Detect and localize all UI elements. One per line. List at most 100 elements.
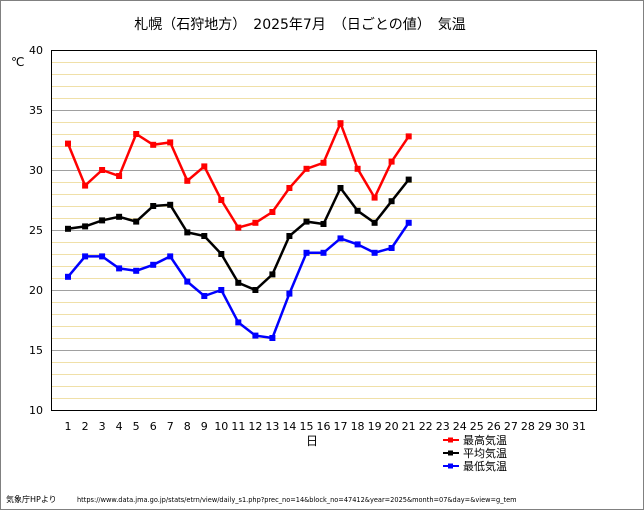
data-point [82,223,89,230]
x-tick-label: 28 [521,420,535,433]
plot-area [51,50,597,411]
chart-title: 札幌（石狩地方） 2025年7月 （日ごとの値） 気温 [134,17,465,33]
data-point [252,219,259,226]
data-point [201,293,208,299]
x-tick-label: 21 [402,420,416,433]
data-point [116,213,123,220]
legend-label: 最高気温 [463,433,507,447]
x-tick-label: 2 [82,420,89,433]
data-point [320,159,327,166]
x-tick-label: 26 [487,420,501,433]
x-tick-label: 23 [436,420,450,433]
x-tick-label: 13 [265,420,279,433]
data-point [286,290,293,297]
x-tick-label: 12 [248,420,262,433]
data-point [286,185,293,191]
legend-marker [448,463,453,469]
x-tick-label: 25 [470,420,484,433]
data-point [65,140,71,147]
y-tick-label: 25 [29,224,43,237]
series-group [65,176,412,293]
data-point [184,229,191,236]
data-point [201,163,208,170]
data-point [133,218,140,225]
series-group [65,119,412,231]
data-point [235,279,242,286]
legend-label: 最低気温 [463,459,507,473]
x-tick-label: 14 [282,420,296,433]
x-tick-label: 18 [351,420,365,433]
data-point [82,253,89,260]
x-tick-label: 10 [214,420,228,433]
data-point [337,120,344,127]
data-point [99,217,106,224]
data-point [235,319,242,326]
legend-marker [448,437,453,443]
legend-marker [448,450,453,456]
data-point [371,194,378,201]
footer-url-text[interactable]: https://www.data.jma.go.jp/stats/etrn/vi… [77,496,517,504]
x-tick-label: 9 [201,420,208,433]
data-point [354,241,361,248]
data-point [99,167,106,173]
x-tick-label: 11 [231,420,245,433]
data-point [150,203,157,209]
data-point [201,233,208,239]
data-point [337,235,344,242]
data-point [167,253,174,260]
data-point [99,253,106,260]
legend-label: 平均気温 [463,446,507,460]
data-point [269,209,276,215]
data-point [116,265,123,272]
x-tick-label: 22 [419,420,433,433]
data-point [167,201,174,208]
data-point [269,335,276,341]
x-tick-label: 19 [368,420,382,433]
x-tick-label: 16 [317,420,331,433]
y-tick-label: 20 [29,284,43,297]
data-point [371,219,378,226]
data-point [133,267,140,274]
x-tick-label: 4 [116,420,123,433]
data-point [405,133,412,140]
x-tick-label: 17 [334,420,348,433]
data-point [354,207,361,214]
x-tick-label: 7 [167,420,174,433]
y-tick-label: 35 [29,104,43,117]
x-tick-label: 27 [504,420,518,433]
data-point [388,158,395,165]
data-point [405,219,412,226]
data-point [150,261,157,268]
footer-source-text: 気象庁HPより [6,494,57,504]
y-tick-label: 30 [29,164,43,177]
x-tick-label: 15 [299,420,313,433]
y-axis-unit-label: ℃ [11,55,24,69]
data-point [252,332,259,339]
data-point [218,251,225,257]
data-point [218,287,225,293]
series-group [65,219,412,341]
data-point [218,197,225,203]
data-point [286,233,293,239]
data-point [303,249,310,256]
data-point [388,245,395,251]
data-point [167,139,174,146]
x-axis-label: 日 [306,434,318,448]
data-point [65,225,71,232]
data-point [388,198,395,205]
x-tick-label: 29 [538,420,552,433]
data-point [235,224,242,231]
data-point [150,141,157,148]
data-point [269,271,276,278]
data-point [184,278,191,285]
x-tick-label: 6 [150,420,157,433]
data-point [184,177,191,184]
data-point [82,182,89,189]
data-point [320,249,327,256]
x-tick-label: 3 [99,420,106,433]
data-point [405,176,412,183]
data-point [371,249,378,256]
x-tick-label: 20 [385,420,399,433]
